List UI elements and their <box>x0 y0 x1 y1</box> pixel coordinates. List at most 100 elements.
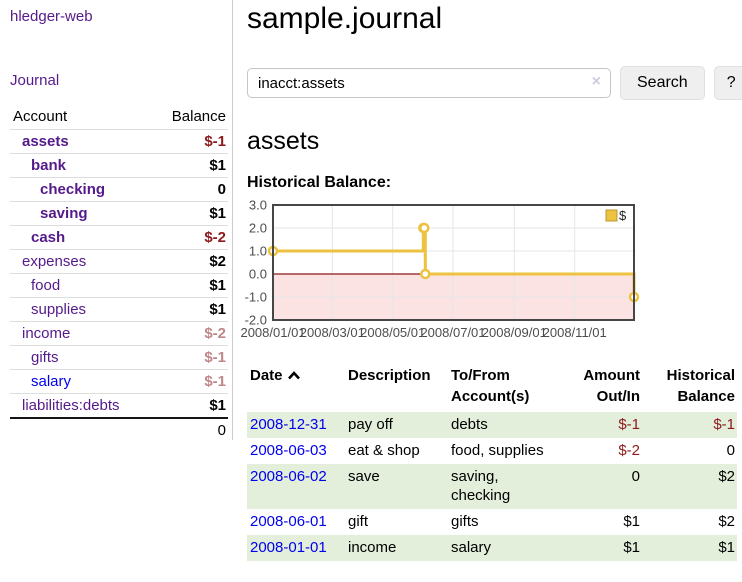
register-row: 2008-01-01 income salary $1 $1 <box>247 535 737 561</box>
account-row: supplies $1 <box>10 297 228 322</box>
date-column-header[interactable]: Date <box>247 363 345 412</box>
main-content: sample.journal × Search ? assets Histori… <box>233 0 742 561</box>
transaction-description: pay off <box>348 416 393 433</box>
historical-balance-column-header: Historical Balance <box>666 367 735 405</box>
transaction-amount: $-2 <box>618 442 640 459</box>
account-balance: $1 <box>152 273 228 298</box>
account-balance: $1 <box>152 393 228 419</box>
account-balance: $-1 <box>152 345 228 370</box>
account-link[interactable]: cash <box>31 229 66 246</box>
account-link[interactable]: checking <box>40 181 106 198</box>
account-link[interactable]: assets <box>22 133 69 150</box>
transaction-date-link[interactable]: 2008-01-01 <box>250 539 327 556</box>
account-row: food $1 <box>10 273 228 298</box>
y-axis-tick-label: -2.0 <box>245 313 267 328</box>
transaction-accounts: saving, checking <box>451 468 511 504</box>
transaction-date-link[interactable]: 2008-12-31 <box>250 416 327 433</box>
transaction-balance: $2 <box>718 513 735 530</box>
historical-balance-chart: $3.0 2.0 1.0 0.0 -1.0 -2.02008/01/012008/03/0… <box>240 198 640 340</box>
search-field-wrap: × <box>247 68 611 98</box>
tofrom-accounts-column-header: To/From Account(s) <box>451 367 530 405</box>
x-axis-tick-label: 2008/03/01 <box>300 325 365 340</box>
transaction-description: income <box>348 539 397 556</box>
account-balance: $1 <box>152 153 228 178</box>
x-axis-tick-label: 2008/11/01 <box>543 325 607 340</box>
account-balance: $-2 <box>152 225 228 250</box>
transaction-description: eat & shop <box>348 442 420 459</box>
sort-ascending-icon <box>287 371 300 380</box>
search-input[interactable] <box>247 68 611 98</box>
register-row: 2008-12-31 pay off debts $-1 $-1 <box>247 412 737 438</box>
account-balance: $-1 <box>152 129 228 154</box>
account-row: bank $1 <box>10 153 228 178</box>
transaction-description: gift <box>348 513 369 530</box>
transaction-accounts: food, supplies <box>451 442 544 459</box>
transaction-amount: $-1 <box>618 416 640 433</box>
x-axis-tick-label: 2008/09/01 <box>482 325 547 340</box>
account-link[interactable]: food <box>31 277 61 294</box>
account-balance: $-2 <box>152 321 228 346</box>
account-link[interactable]: income <box>22 325 71 342</box>
transaction-date-link[interactable]: 2008-06-01 <box>250 513 327 530</box>
description-column-header: Description <box>348 367 431 384</box>
search-button[interactable]: Search <box>620 66 705 100</box>
account-row: saving $1 <box>10 201 228 226</box>
y-axis-tick-label: -1.0 <box>245 290 267 305</box>
sidebar-item-journal[interactable]: Journal <box>10 72 60 89</box>
data-point <box>419 222 430 234</box>
account-row: expenses $2 <box>10 249 228 274</box>
app-title-link[interactable]: hledger-web <box>10 8 93 25</box>
register-header-row: Date Description To/From Account(s) Amou… <box>247 363 737 412</box>
help-button[interactable]: ? <box>713 66 742 100</box>
x-axis-tick-label: 2008/05/01 <box>360 325 425 340</box>
y-axis-tick-label: 3.0 <box>249 198 267 213</box>
account-link[interactable]: supplies <box>31 301 87 318</box>
account-link[interactable]: bank <box>31 157 67 174</box>
account-balance: $1 <box>152 201 228 226</box>
transaction-date-link[interactable]: 2008-06-03 <box>250 442 327 459</box>
transaction-balance: $-1 <box>713 416 735 433</box>
search-form: × Search ? <box>247 66 742 100</box>
plot-border <box>272 204 635 321</box>
transaction-accounts: salary <box>451 539 492 556</box>
transaction-date-link[interactable]: 2008-06-02 <box>250 468 327 485</box>
clear-search-icon[interactable]: × <box>591 73 601 90</box>
legend-swatch <box>605 209 618 222</box>
y-axis-tick-label: 2.0 <box>249 221 267 236</box>
app: hledger-web Journal Account Balance asse… <box>0 0 742 561</box>
accounts-table: Account Balance assets $-1 bank $1 checking 0… <box>10 105 228 442</box>
sidebar: hledger-web Journal Account Balance asse… <box>0 0 233 442</box>
account-row: liabilities:debts $1 <box>10 393 228 419</box>
total-balance: 0 <box>152 417 228 442</box>
amount-column-header: Amount Out/In <box>583 367 640 405</box>
transaction-description: save <box>348 468 380 485</box>
register-table: Date Description To/From Account(s) Amou… <box>247 363 737 561</box>
account-link[interactable]: saving <box>40 205 88 222</box>
balance-column-header: Balance <box>152 105 228 130</box>
transaction-amount: 0 <box>631 468 640 485</box>
account-link[interactable]: liabilities:debts <box>22 397 120 414</box>
account-link[interactable]: gifts <box>31 349 59 366</box>
register-row: 2008-06-02 save saving, checking 0 $2 <box>247 464 737 509</box>
account-balance: $1 <box>152 297 228 322</box>
register-row: 2008-06-03 eat & shop food, supplies $-2 0 <box>247 438 737 464</box>
chart-title: Historical Balance: <box>247 174 392 191</box>
accounts-total-row: 0 <box>10 417 228 442</box>
transaction-balance: $2 <box>718 468 735 485</box>
account-title: assets <box>247 127 320 155</box>
transaction-amount: $1 <box>623 513 640 530</box>
account-balance: 0 <box>152 177 228 202</box>
account-column-header: Account <box>10 105 153 130</box>
accounts-header-row: Account Balance <box>10 105 228 130</box>
account-balance: $2 <box>152 249 228 274</box>
account-link[interactable]: expenses <box>22 253 87 270</box>
page-title: sample.journal <box>247 2 443 35</box>
account-row: income $-2 <box>10 321 228 346</box>
y-axis-tick-label: 1.0 <box>249 244 267 259</box>
register-row: 2008-06-01 gift gifts $1 $2 <box>247 509 737 535</box>
transaction-accounts: debts <box>451 416 488 433</box>
account-link[interactable]: salary <box>31 373 72 390</box>
account-row: assets $-1 <box>10 129 228 154</box>
legend-label: $ <box>619 208 627 223</box>
data-point <box>420 268 431 280</box>
